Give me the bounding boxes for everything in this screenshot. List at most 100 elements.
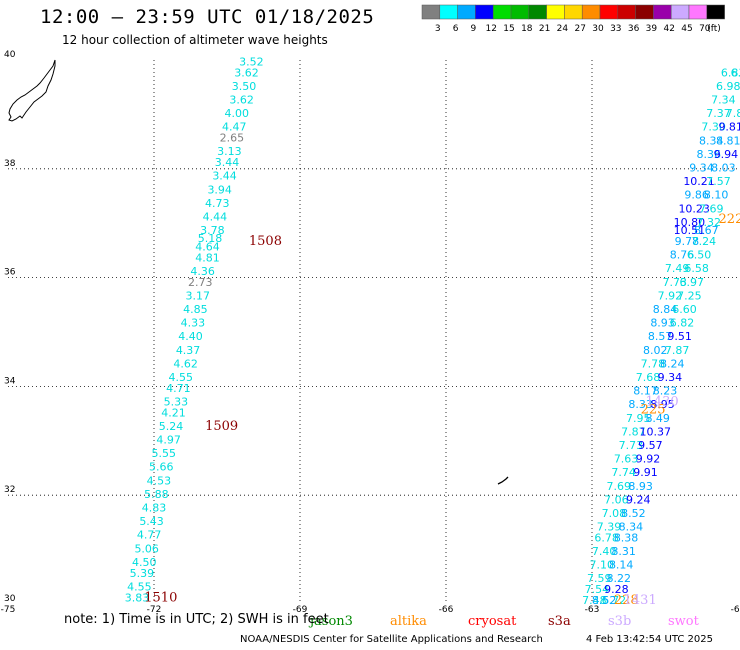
wave-height-value: 4.77 [137,529,162,542]
wave-height-value: 7.59 [587,572,612,585]
wave-height-value: 7.39 [597,521,622,534]
legend-label: 70 [699,24,711,34]
wave-height-value: 7.92 [658,289,683,302]
wave-height-value: 9.24 [626,493,651,506]
lat-tick-label: 32 [4,485,15,495]
wave-height-value: 9.34 [658,371,683,384]
wave-height-value: 6.97 [680,276,705,289]
wave-height-value: 4.00 [224,107,249,120]
satellite-key-jason3: jason3 [308,614,353,629]
wave-height-value: 8.93 [628,480,653,493]
legend-swatch [492,4,512,20]
wave-height-value: 9.51 [667,330,692,343]
wave-height-value: 9.81 [718,121,740,134]
wave-height-value: 4.73 [205,197,230,210]
wave-height-value: 7.08 [602,507,627,520]
coastline [8,59,509,485]
legend-swatch [599,4,619,20]
legend-swatch [581,4,601,20]
wave-height-value: 6.87 [731,66,740,79]
pass-number-label: 1510 [144,590,177,605]
wave-height-value: 3.83 [125,591,150,604]
wave-height-value: 5.24 [159,420,184,433]
lon-tick-label: -72 [147,605,162,615]
wave-height-value: 3.94 [207,183,232,196]
wave-height-value: 8.57 [648,330,673,343]
wave-height-value: 9.86 [684,189,709,202]
wave-height-value: 4.21 [161,406,186,419]
lat-tick-label: 34 [4,376,16,386]
wave-height-value: 4.83 [142,502,167,515]
wave-height-value: 4.53 [147,474,172,487]
wave-height-legend: 3 6 9 12 15 18 21 24 27 30 33 36 39 42 45 70(ft) [421,4,725,34]
pass-number-label: 222 [719,212,740,227]
legend-label: 30 [592,24,604,34]
wave-height-value: 8.23 [653,385,678,398]
wave-height-value: 5.43 [139,515,164,528]
wave-height-value: 9.92 [636,453,661,466]
wave-height-value: 7.78 [641,357,666,370]
wave-height-value: 4.55 [127,580,152,593]
wave-height-value: 6.83 [721,66,740,79]
wave-height-value: 3.44 [212,170,237,183]
wave-height-value: 4.64 [195,240,220,253]
legend-label: 15 [503,24,514,34]
legend-label: 42 [663,24,674,34]
map-subtitle: 12 hour collection of altimeter wave hei… [62,33,328,47]
satellite-key-swot: swot [668,614,700,629]
wave-height-value: 3.62 [229,94,254,107]
legend-swatch [706,4,725,20]
wave-height-value: 8.14 [609,559,634,572]
lat-tick-label: 30 [4,594,16,604]
wave-height-value: 7.63 [614,453,639,466]
island-bermuda [497,476,509,485]
legend-swatch [670,4,690,20]
map-grid: -75 -72 -69 -66 -63 -60 40 38 36 34 32 30 [1,50,740,615]
wave-height-value: 10.80 [674,216,706,229]
wave-height-value: 8.93 [650,317,675,330]
wave-height-value: 7.74 [611,466,636,479]
legend-swatch [617,4,636,20]
legend-swatch [635,4,654,20]
satellite-key-s3b: s3b [608,614,631,629]
wave-height-value: 8.38 [614,531,639,544]
wave-height-value: 8.34 [619,521,644,534]
legend-swatch [457,4,476,20]
lat-tick-label: 40 [4,50,16,60]
wave-height-value: 4.44 [203,210,228,223]
pass-number-label: 225 [641,403,666,418]
legend-swatch [546,4,565,20]
pass-number-label: 1430 [646,394,679,409]
wave-height-value: 4.85 [183,303,208,316]
wave-height-value: 3.44 [215,156,240,169]
wave-height-value: 9.57 [638,439,663,452]
wave-height-value: 4.50 [132,556,157,569]
legend-label: 45 [681,24,692,34]
wave-height-value: 7.69 [699,202,724,215]
legend-label: 12 [485,24,496,34]
wave-height-value: 6.98 [716,80,740,93]
lon-tick-label: -63 [585,605,600,615]
wave-height-value: 7.73 [662,276,687,289]
wave-height-value: 6.78 [594,531,619,544]
wave-height-value: 5.88 [144,488,169,501]
legend-swatch [653,4,672,20]
legend-label: 27 [574,24,585,34]
wave-height-value: 8.49 [645,412,670,425]
wave-height-value: 5.33 [164,395,189,408]
wave-height-value: 2.73 [188,276,213,289]
wave-height-value: 8.17 [633,385,658,398]
wave-height-value: 10.21 [683,175,715,188]
pass-number-label: 228 [614,593,639,608]
wave-height-value: 5.18 [198,232,223,245]
lat-tick-label: 38 [4,159,16,169]
legend-swatch [528,4,547,20]
wave-height-value: 7.54 [585,583,610,596]
wave-height-value: 8.76 [670,249,695,262]
legend-label: 21 [539,24,550,34]
wave-height-value: 3.62 [234,66,259,79]
wave-height-value: 4.36 [190,265,215,278]
wave-height-value: 8.95 [650,398,675,411]
legend-swatch [421,4,441,20]
